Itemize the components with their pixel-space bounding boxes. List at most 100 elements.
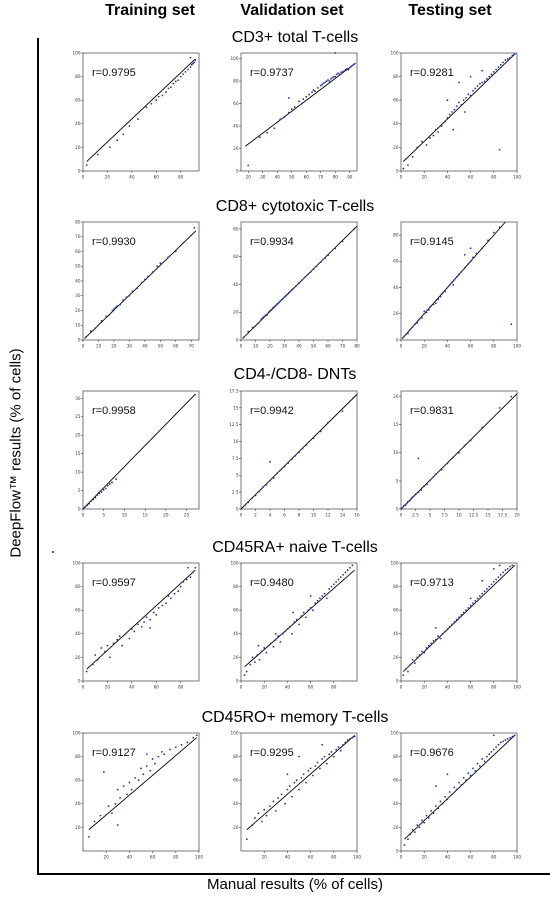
data-point — [327, 254, 329, 257]
data-point — [467, 606, 470, 609]
data-point — [485, 755, 488, 758]
data-point — [118, 635, 121, 638]
data-point — [250, 497, 253, 500]
left-axis-frame — [37, 38, 39, 874]
data-point — [339, 576, 342, 579]
scatter-panel-cd8-validation: 0 10 20 30 40 50 60 70 80 0 20 40 60 80 r=0.9934 — [229, 218, 361, 354]
scatter-panel-dnt-validation: 0 2 4 6 8 10 12 14 16 0 2.5 5 7.5 10 12.5 15 17.5 r=0.994… — [229, 387, 361, 523]
data-point — [509, 56, 511, 59]
data-point — [446, 286, 449, 289]
plot-area — [82, 562, 200, 682]
data-point — [270, 642, 273, 645]
data-point — [147, 275, 149, 278]
data-point — [469, 597, 472, 600]
data-point — [432, 134, 435, 137]
data-point — [440, 293, 443, 296]
correlation-label: r=0.9281 — [410, 67, 454, 79]
data-point — [163, 753, 166, 756]
y-tick-label: 20 — [75, 433, 81, 438]
data-point — [481, 426, 484, 429]
data-point — [267, 311, 270, 314]
x-tick-label: 20 — [422, 344, 428, 349]
data-point — [283, 465, 286, 468]
data-point — [254, 661, 256, 664]
data-point — [498, 564, 501, 567]
y-tick-label: 7.5 — [232, 456, 239, 461]
y-tick-label: 60 — [233, 254, 239, 259]
data-point — [257, 812, 260, 815]
x-tick-label: 80 — [491, 685, 497, 690]
scatter-plot-svg: 20 40 60 80 100 20 40 60 80 100 r=0.9295 — [231, 730, 362, 860]
data-point — [94, 496, 97, 499]
data-point — [160, 750, 163, 753]
data-point — [437, 131, 440, 133]
data-point — [483, 590, 486, 593]
x-tick-label: 60 — [308, 855, 314, 860]
fit-line — [84, 230, 197, 339]
data-point — [463, 253, 466, 256]
data-point — [140, 281, 143, 284]
data-point — [306, 273, 309, 276]
x-tick-label: 50 — [311, 344, 317, 349]
scatter-plot-svg: 0 20 40 60 80 100 0 20 40 60 80 100 r=0.9676 — [391, 730, 522, 859]
y-tick-label: 30 — [75, 293, 81, 298]
data-point — [472, 602, 474, 605]
plot-area — [240, 562, 358, 682]
data-point — [308, 93, 311, 96]
data-point — [452, 284, 455, 286]
x-tick-label: 40 — [127, 855, 133, 860]
y-tick-label: 100 — [231, 56, 239, 61]
data-point — [189, 576, 192, 579]
data-point — [280, 793, 283, 796]
data-point — [463, 266, 466, 269]
row-title-cd3: CD3+ total T-cells — [231, 29, 359, 46]
fit-line — [82, 394, 196, 510]
data-point — [93, 820, 96, 823]
scatter-panel-cd45ra-testing: 0 20 40 60 80 100 0 20 40 60 80 100 r=0.9713 — [389, 559, 522, 695]
y-tick-label: 80 — [393, 233, 399, 238]
data-point — [465, 96, 467, 99]
y-tick-label: 15 — [393, 422, 399, 427]
data-point — [276, 303, 279, 305]
data-point — [350, 65, 353, 68]
data-point — [191, 62, 194, 65]
data-point — [511, 735, 514, 738]
y-tick-label: 80 — [393, 74, 399, 79]
x-tick-label: 10 — [122, 513, 128, 518]
data-point — [469, 260, 472, 263]
data-point — [499, 741, 502, 744]
data-point — [448, 113, 451, 116]
y-tick-label: 0 — [236, 337, 239, 342]
data-point — [465, 609, 467, 612]
data-point — [269, 460, 271, 463]
data-point — [475, 252, 478, 255]
x-tick-label: 7.5 — [441, 513, 448, 518]
correlation-label: r=0.9145 — [410, 236, 454, 248]
data-point — [441, 291, 444, 294]
data-point — [247, 164, 250, 167]
x-tick-label: 20 — [514, 513, 520, 518]
data-point — [416, 322, 419, 324]
data-point — [251, 656, 254, 659]
data-point — [324, 81, 326, 84]
data-point — [273, 305, 276, 308]
data-point — [458, 101, 460, 104]
y-tick-label: 0 — [396, 848, 399, 853]
y-tick-label: 5 — [236, 473, 239, 478]
data-point — [417, 457, 420, 460]
data-point — [510, 323, 513, 326]
data-point — [453, 108, 456, 111]
data-point — [111, 481, 113, 484]
data-point — [334, 75, 337, 78]
data-point — [286, 788, 289, 791]
fit-line — [244, 569, 355, 668]
y-tick-label: 20 — [393, 825, 399, 830]
data-point — [126, 793, 128, 796]
data-point — [277, 635, 280, 638]
x-tick-label: 80 — [173, 855, 179, 860]
data-point — [265, 651, 268, 654]
data-point — [272, 477, 275, 479]
y-axis-label: DeepFlow™ results (% of cells) — [7, 347, 25, 558]
data-point — [404, 333, 407, 336]
data-point — [341, 71, 344, 74]
